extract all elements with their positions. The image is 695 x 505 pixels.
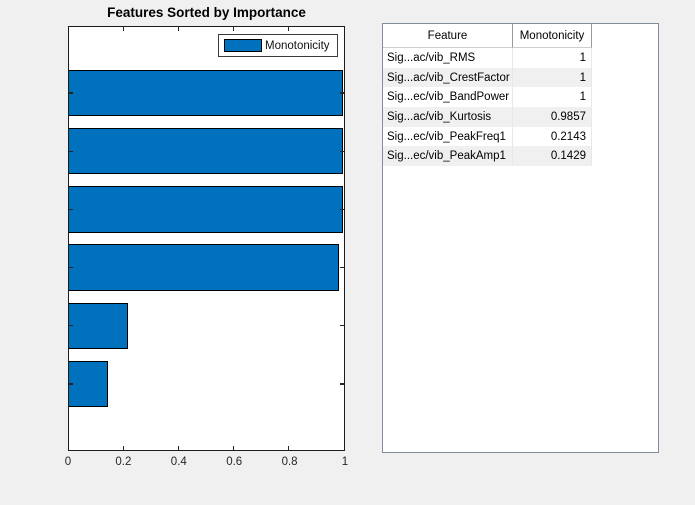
tick-mark <box>340 266 344 269</box>
cell-feature[interactable]: Sig...ac/vib_RMS <box>383 48 513 68</box>
tick-mark <box>287 446 289 450</box>
table-row[interactable]: Sig...ac/vib_RMS 1 <box>383 48 658 68</box>
tick-mark <box>123 446 125 450</box>
row-filler <box>592 67 658 88</box>
tick-mark <box>69 325 73 327</box>
row-filler <box>592 107 658 127</box>
table-header-filler <box>592 24 658 48</box>
feature-table-panel: Feature Monotonicity Sig...ac/vib_RMS 1 Si… <box>382 23 659 453</box>
tick-mark <box>340 325 344 327</box>
cell-feature[interactable]: Sig...ec/vib_PeakAmp1 <box>383 146 513 167</box>
bar-Sig...ec/vib_BandPower[interactable] <box>69 186 343 233</box>
row-filler <box>592 126 658 147</box>
table-row[interactable]: Sig...ec/vib_PeakAmp1 0.1429 <box>383 146 658 167</box>
bar-Sig...ac/vib_RMS[interactable] <box>69 69 343 117</box>
cell-monotonicity[interactable]: 1 <box>513 87 592 108</box>
row-filler <box>592 146 658 167</box>
column-header-monotonicity[interactable]: Monotonicity <box>513 24 592 48</box>
tick-mark <box>340 208 344 211</box>
bar-Sig...ac/vib_Kurtosis[interactable] <box>69 244 340 291</box>
x-tick-label-0.8: 0.8 <box>281 456 298 468</box>
tick-mark <box>340 150 344 152</box>
tick-mark <box>232 446 235 450</box>
tick-mark <box>69 383 73 385</box>
x-tick-label-0.4: 0.4 <box>170 456 187 468</box>
tick-mark <box>287 27 289 31</box>
tick-mark <box>123 27 125 31</box>
tick-mark <box>69 208 73 211</box>
column-header-feature[interactable]: Feature <box>383 24 513 48</box>
cell-monotonicity[interactable]: 0.1429 <box>513 146 592 167</box>
cell-monotonicity[interactable]: 0.9857 <box>513 107 592 127</box>
x-tick-label-0: 0 <box>64 456 72 468</box>
x-tick-label-1: 1 <box>341 456 349 468</box>
bar-chart-axes: Monotonicity <box>68 26 345 451</box>
tick-mark <box>69 150 73 152</box>
tick-mark <box>340 383 344 385</box>
tick-mark <box>177 446 180 450</box>
table-row[interactable]: Sig...ac/vib_CrestFactor 1 <box>383 67 658 88</box>
row-filler <box>592 87 658 108</box>
tick-mark <box>340 92 344 94</box>
table-header-row: Feature Monotonicity <box>383 24 658 48</box>
x-tick-label-0.2: 0.2 <box>115 456 132 468</box>
table-row[interactable]: Sig...ec/vib_PeakFreq1 0.2143 <box>383 126 658 147</box>
bar-Sig...ac/vib_CrestFactor[interactable] <box>69 127 343 175</box>
cell-feature[interactable]: Sig...ec/vib_PeakFreq1 <box>383 126 513 147</box>
cell-feature[interactable]: Sig...ac/vib_CrestFactor <box>383 67 513 88</box>
table-body: Sig...ac/vib_RMS 1 Sig...ac/vib_CrestFacto… <box>383 48 658 167</box>
table-row[interactable]: Sig...ec/vib_BandPower 1 <box>383 87 658 108</box>
tick-mark <box>232 27 235 31</box>
cell-monotonicity[interactable]: 1 <box>513 67 592 88</box>
bar-Sig...ec/vib_PeakFreq1[interactable] <box>69 302 128 350</box>
cell-monotonicity[interactable]: 1 <box>513 48 592 68</box>
cell-monotonicity[interactable]: 0.2143 <box>513 126 592 147</box>
bar-Sig...ec/vib_PeakAmp1[interactable] <box>69 360 109 408</box>
tick-mark <box>69 266 73 269</box>
tick-mark <box>69 92 73 94</box>
tick-mark <box>177 27 180 31</box>
cell-feature[interactable]: Sig...ec/vib_BandPower <box>383 87 513 108</box>
row-filler <box>592 48 658 68</box>
legend-swatch-monotonicity <box>224 39 262 52</box>
x-tick-label-0.6: 0.6 <box>226 456 243 468</box>
table-row[interactable]: Sig...ac/vib_Kurtosis 0.9857 <box>383 107 658 127</box>
legend-label: Monotonicity <box>265 39 330 52</box>
cell-feature[interactable]: Sig...ac/vib_Kurtosis <box>383 107 513 127</box>
x-axis-tick-labels: 0 0.2 0.4 0.6 0.8 1 <box>0 456 695 472</box>
legend[interactable]: Monotonicity <box>218 34 338 57</box>
chart-title: Features Sorted by Importance <box>107 5 306 20</box>
